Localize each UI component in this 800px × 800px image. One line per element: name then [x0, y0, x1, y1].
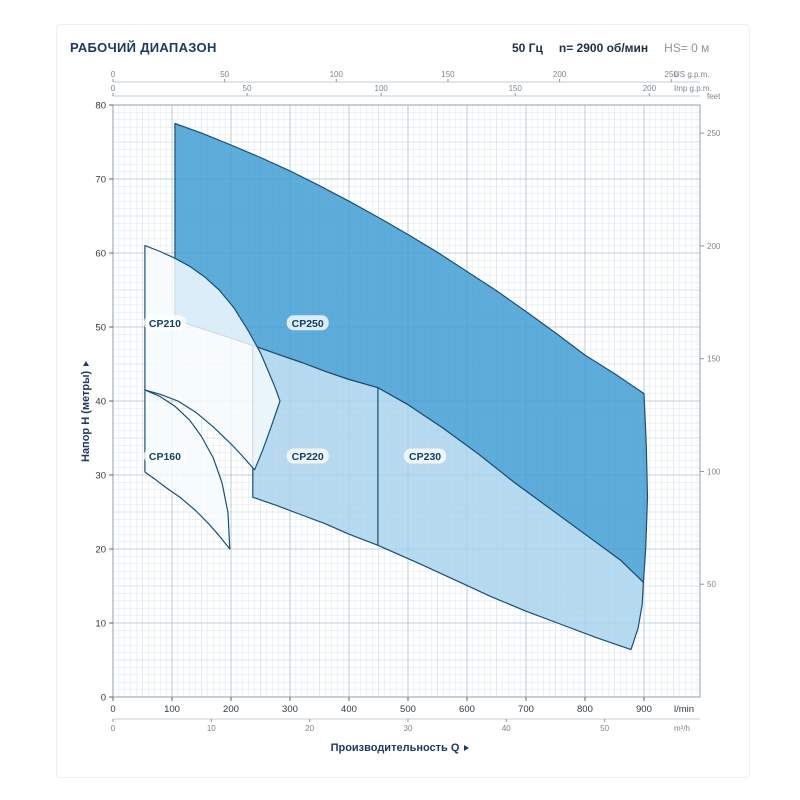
h-tick-label: 70 [95, 175, 106, 186]
region-cp220 [252, 344, 379, 546]
usgpm-tick-label: 0 [111, 70, 116, 79]
region-label-text: CP230 [409, 451, 441, 463]
lmin-unit-label: l/min [674, 704, 694, 715]
y-axis-title: Напор H (метры) [80, 360, 92, 462]
h-tick-label: 20 [95, 545, 106, 556]
header-specs: 50 Гц n= 2900 об/мин HS= 0 м [512, 41, 709, 55]
usgpm-tick-label: 250 [665, 70, 679, 79]
lmin-tick-label: 900 [636, 704, 652, 715]
region-label-cp160: CP160 [143, 448, 186, 464]
lmin-tick-label: 800 [577, 704, 593, 715]
lmin-tick-label: 200 [223, 704, 239, 715]
x-axis-title: Производительность Q [70, 742, 730, 754]
region-label-text: CP160 [149, 451, 181, 463]
x-axis-title-label: Производительность Q [330, 742, 460, 754]
lmin-tick-label: 600 [459, 704, 475, 715]
h-tick-label: 60 [95, 249, 106, 260]
lmin-tick-label: 0 [110, 704, 115, 715]
region-label-cp210: CP210 [143, 315, 186, 331]
m3h-tick-label: 50 [600, 724, 609, 733]
m3h-tick-label: 40 [502, 724, 511, 733]
page-title: РАБОЧИЙ ДИАПАЗОН [70, 40, 217, 55]
usgpm-unit-label: US g.p.m. [674, 70, 710, 79]
impgpm-tick-label: 150 [509, 84, 523, 93]
m3h-tick-label: 30 [404, 724, 413, 733]
h-tick-label: 0 [101, 693, 106, 704]
h-tick-label: 10 [95, 619, 106, 630]
y-axis-title-label: Напор H (метры) [80, 370, 92, 462]
suction-value: HS= 0 м [664, 41, 710, 55]
frequency-value: 50 Гц [512, 41, 543, 55]
m3h-tick-label: 10 [207, 724, 216, 733]
feet-tick-label: 150 [707, 355, 721, 364]
axis-arrow-icon [464, 745, 470, 751]
lmin-tick-label: 300 [282, 704, 298, 715]
impgpm-tick-label: 0 [111, 84, 116, 93]
h-tick-label: 80 [95, 101, 106, 112]
m3h-tick-label: 0 [111, 724, 116, 733]
h-tick-label: 40 [95, 397, 106, 408]
lmin-tick-label: 500 [400, 704, 416, 715]
region-label-text: CP220 [292, 451, 324, 463]
feet-tick-label: 50 [707, 580, 716, 589]
feet-tick-label: 250 [707, 129, 721, 138]
feet-tick-label: 200 [707, 242, 721, 251]
impgpm-tick-label: 50 [243, 84, 252, 93]
region-label-cp250: CP250 [286, 315, 329, 331]
impgpm-tick-label: 100 [375, 84, 389, 93]
m3h-tick-label: 20 [305, 724, 314, 733]
region-cp160 [144, 389, 231, 550]
feet-unit-label: feet [707, 92, 721, 101]
region-label-cp220: CP220 [286, 448, 329, 464]
region-label-text: CP210 [149, 318, 181, 330]
usgpm-tick-label: 100 [330, 70, 344, 79]
speed-value: n= 2900 об/мин [558, 41, 649, 55]
usgpm-tick-label: 50 [220, 70, 229, 79]
region-label-pill [404, 448, 447, 464]
region-cp210 [144, 245, 281, 471]
figure-frame [56, 24, 750, 778]
region-label-pill [143, 448, 186, 464]
usgpm-tick-label: 150 [441, 70, 455, 79]
impgpm-unit-label: Imp g.p.m. [674, 84, 712, 93]
m3h-unit-label: m³/h [674, 724, 690, 733]
impgpm-tick-label: 200 [643, 84, 657, 93]
region-label-pill [143, 315, 186, 331]
lmin-tick-label: 400 [341, 704, 357, 715]
usgpm-tick-label: 200 [553, 70, 567, 79]
lmin-tick-label: 100 [164, 704, 180, 715]
region-label-pill [286, 448, 329, 464]
h-tick-label: 30 [95, 471, 106, 482]
axis-arrow-icon [83, 360, 89, 366]
feet-tick-label: 100 [707, 467, 721, 476]
pump-range-chart: CP250 CP230 CP220 CP210 CP160 0 10 20 30 40 50 60 70… [95, 70, 721, 733]
region-label-pill [286, 315, 329, 331]
h-tick-label: 50 [95, 323, 106, 334]
region-label-text: CP250 [292, 318, 324, 330]
region-label-cp230: CP230 [404, 448, 447, 464]
lmin-tick-label: 700 [518, 704, 534, 715]
